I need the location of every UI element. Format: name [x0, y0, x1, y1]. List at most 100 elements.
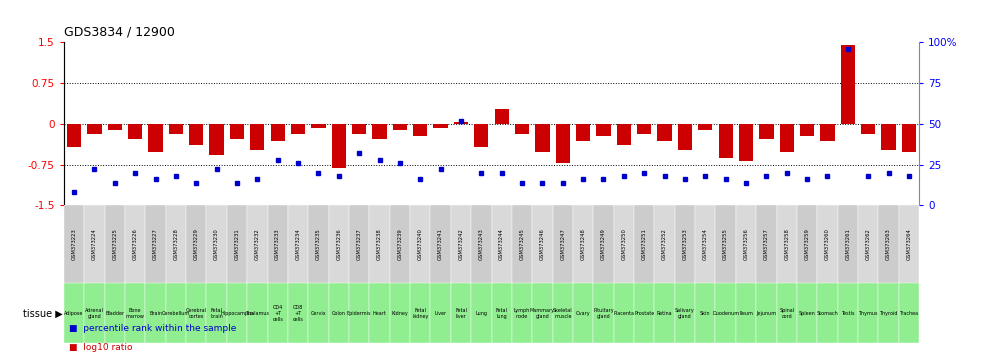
Bar — [821, 124, 835, 141]
Bar — [128, 124, 143, 139]
Bar — [413, 124, 428, 136]
Bar — [370, 283, 389, 343]
Bar — [108, 124, 122, 130]
Bar — [85, 283, 104, 343]
Text: Adipose: Adipose — [65, 311, 84, 316]
Text: GSM373244: GSM373244 — [499, 228, 504, 260]
Text: Retina: Retina — [657, 311, 672, 316]
Text: Thymus: Thymus — [858, 311, 878, 316]
Bar — [858, 283, 879, 343]
Text: GSM373248: GSM373248 — [581, 228, 586, 260]
Bar — [800, 124, 814, 136]
Bar — [695, 283, 716, 343]
Bar — [532, 205, 552, 283]
Text: GSM373228: GSM373228 — [173, 228, 178, 260]
Bar — [736, 205, 756, 283]
Text: GSM373259: GSM373259 — [805, 228, 810, 260]
Bar — [777, 205, 797, 283]
Bar — [227, 283, 247, 343]
Bar — [267, 205, 288, 283]
Bar — [695, 205, 716, 283]
Text: GSM373257: GSM373257 — [764, 228, 769, 260]
Text: GSM373246: GSM373246 — [540, 228, 545, 260]
Text: GSM373262: GSM373262 — [866, 228, 871, 260]
Bar — [780, 124, 794, 152]
Bar — [817, 283, 838, 343]
Bar — [879, 205, 898, 283]
Text: Brain: Brain — [149, 311, 162, 316]
Text: Lung: Lung — [476, 311, 488, 316]
Bar — [655, 283, 674, 343]
Text: ■  percentile rank within the sample: ■ percentile rank within the sample — [69, 324, 236, 333]
Bar — [186, 205, 206, 283]
Text: GSM373253: GSM373253 — [682, 228, 687, 260]
Text: Placenta: Placenta — [613, 311, 634, 316]
Text: GDS3834 / 12900: GDS3834 / 12900 — [64, 26, 175, 39]
Bar — [594, 205, 613, 283]
Text: GSM373223: GSM373223 — [72, 228, 77, 260]
Bar — [85, 205, 104, 283]
Text: Bladder: Bladder — [105, 311, 125, 316]
Text: Ovary: Ovary — [576, 311, 591, 316]
Bar — [370, 205, 389, 283]
Bar — [879, 283, 898, 343]
Bar — [634, 283, 655, 343]
Text: GSM373264: GSM373264 — [906, 228, 911, 260]
Text: Trachea: Trachea — [899, 311, 918, 316]
Bar — [719, 124, 732, 158]
Text: GSM373238: GSM373238 — [377, 228, 382, 260]
Bar — [67, 124, 82, 147]
Bar — [230, 124, 244, 139]
Bar — [817, 205, 838, 283]
Text: Thalamus: Thalamus — [246, 311, 269, 316]
Bar — [756, 283, 777, 343]
Bar — [613, 205, 634, 283]
Bar — [858, 205, 879, 283]
Bar — [389, 283, 410, 343]
Bar — [206, 283, 227, 343]
Text: GSM373224: GSM373224 — [92, 228, 97, 260]
Bar — [434, 124, 447, 128]
Text: Stomach: Stomach — [817, 311, 838, 316]
Bar — [573, 205, 594, 283]
Text: GSM373229: GSM373229 — [194, 228, 199, 260]
Bar — [471, 283, 492, 343]
Text: GSM373241: GSM373241 — [438, 228, 443, 260]
Bar — [515, 124, 529, 134]
Bar — [840, 45, 855, 124]
Text: GSM373237: GSM373237 — [357, 228, 362, 260]
Text: Bone
marrow: Bone marrow — [126, 308, 145, 319]
Bar — [145, 205, 166, 283]
Bar — [145, 283, 166, 343]
Text: GSM373260: GSM373260 — [825, 228, 830, 260]
Text: GSM373255: GSM373255 — [723, 228, 728, 260]
Text: GSM373245: GSM373245 — [520, 228, 525, 260]
Text: Ileum: Ileum — [739, 311, 753, 316]
Text: GSM373256: GSM373256 — [743, 228, 748, 260]
Text: Jejunum: Jejunum — [756, 311, 777, 316]
Text: Mammary
gland: Mammary gland — [530, 308, 555, 319]
Bar — [393, 124, 407, 130]
Bar — [288, 205, 309, 283]
Bar — [309, 283, 328, 343]
Bar — [594, 283, 613, 343]
Bar — [270, 124, 285, 141]
Bar — [552, 283, 573, 343]
Text: GSM373239: GSM373239 — [397, 228, 402, 260]
Bar — [247, 205, 267, 283]
Bar — [352, 124, 367, 134]
Bar — [389, 205, 410, 283]
Bar — [616, 124, 631, 144]
Bar — [454, 122, 468, 124]
Bar — [532, 283, 552, 343]
Bar — [512, 205, 532, 283]
Bar — [312, 124, 325, 128]
Bar — [555, 124, 570, 163]
Bar — [576, 124, 590, 141]
Text: GSM373254: GSM373254 — [703, 228, 708, 260]
Bar — [674, 283, 695, 343]
Text: GSM373226: GSM373226 — [133, 228, 138, 260]
Bar — [838, 205, 858, 283]
Text: Liver: Liver — [434, 311, 446, 316]
Text: Prostate: Prostate — [634, 311, 655, 316]
